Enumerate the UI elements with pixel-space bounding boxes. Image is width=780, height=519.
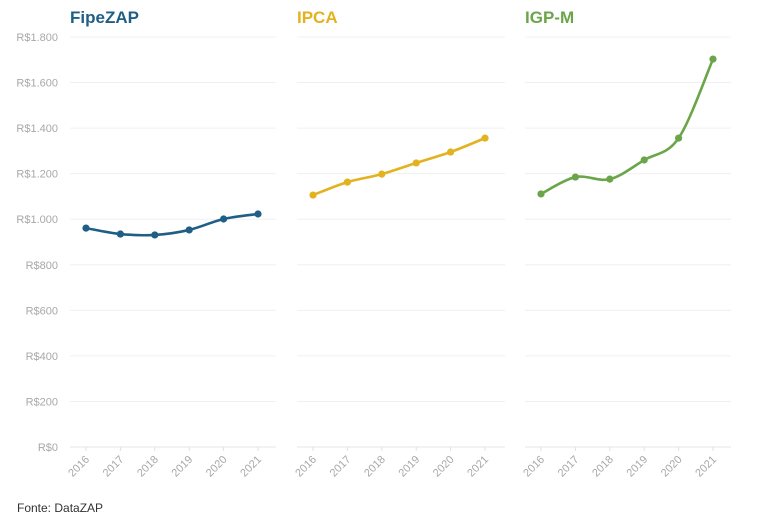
x-tick-label: 2017 (328, 454, 354, 480)
data-point (343, 178, 351, 186)
x-tick-label: 2021 (238, 454, 264, 480)
x-tick-label: 2017 (556, 454, 582, 480)
y-tick-label: R$0 (38, 442, 58, 454)
y-tick-label: R$1.600 (16, 78, 58, 90)
panel-title: IPCA (297, 8, 338, 27)
y-tick-label: R$1.000 (16, 214, 58, 226)
x-tick-label: 2018 (590, 454, 616, 480)
panel-title: FipeZAP (70, 8, 139, 27)
x-tick-label: 2021 (465, 454, 491, 480)
y-tick-label: R$600 (26, 305, 58, 317)
x-tick-label: 2018 (362, 454, 388, 480)
panel-title: IGP-M (525, 8, 574, 27)
y-tick-label: R$200 (26, 396, 58, 408)
panel-fipezap: FipeZAP 2016 2017 2018 2019 2020 2021 (66, 8, 276, 479)
data-point (309, 191, 317, 199)
x-tick-label: 2019 (170, 454, 196, 480)
series-line (85, 212, 259, 237)
x-tick-label: 2016 (293, 454, 319, 480)
x-tick-label: 2019 (397, 454, 423, 480)
x-tick-label: 2019 (625, 454, 651, 480)
panel-ipca: IPCA 2016 2017 2018 2019 2020 2021 (293, 8, 505, 479)
data-point (151, 231, 159, 239)
data-point (537, 190, 545, 198)
data-point (606, 175, 614, 183)
y-tick-label: R$400 (26, 351, 58, 363)
x-tick-label: 2020 (204, 454, 230, 480)
data-point (378, 170, 386, 178)
data-point (709, 55, 717, 63)
x-tick-label: 2020 (431, 454, 457, 480)
data-point (412, 159, 420, 167)
x-tick-label: 2020 (659, 454, 685, 480)
data-point (116, 230, 124, 238)
series-line (312, 136, 486, 197)
data-point (447, 148, 455, 156)
y-tick-label: R$1.400 (16, 123, 58, 135)
data-point (220, 215, 228, 223)
x-tick-label: 2021 (693, 454, 719, 480)
data-point (571, 173, 580, 181)
data-point (481, 134, 489, 142)
data-point (675, 134, 683, 142)
x-tick-label: 2018 (135, 454, 161, 480)
data-point (640, 156, 648, 164)
data-point (82, 224, 90, 232)
panel-igp-m: IGP-M 2016 2017 2018 2019 2020 2021 (521, 8, 731, 479)
y-tick-label: R$1.200 (16, 169, 58, 181)
data-point (254, 210, 262, 218)
y-tick-label: R$1.800 (16, 32, 58, 44)
x-tick-label: 2016 (66, 454, 92, 480)
x-tick-label: 2016 (521, 454, 547, 480)
data-point (185, 226, 193, 234)
source-note: Fonte: DataZAP (17, 501, 104, 515)
y-tick-label: R$800 (26, 260, 58, 272)
x-tick-label: 2017 (101, 454, 127, 480)
